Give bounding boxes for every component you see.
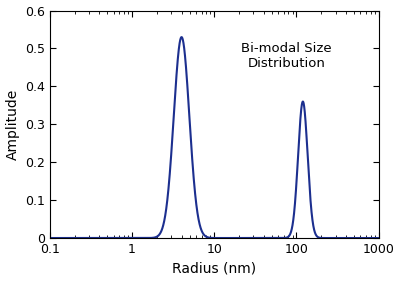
Text: Bi-modal Size
Distribution: Bi-modal Size Distribution xyxy=(241,42,332,70)
X-axis label: Radius (nm): Radius (nm) xyxy=(172,261,256,275)
Y-axis label: Amplitude: Amplitude xyxy=(6,89,20,160)
